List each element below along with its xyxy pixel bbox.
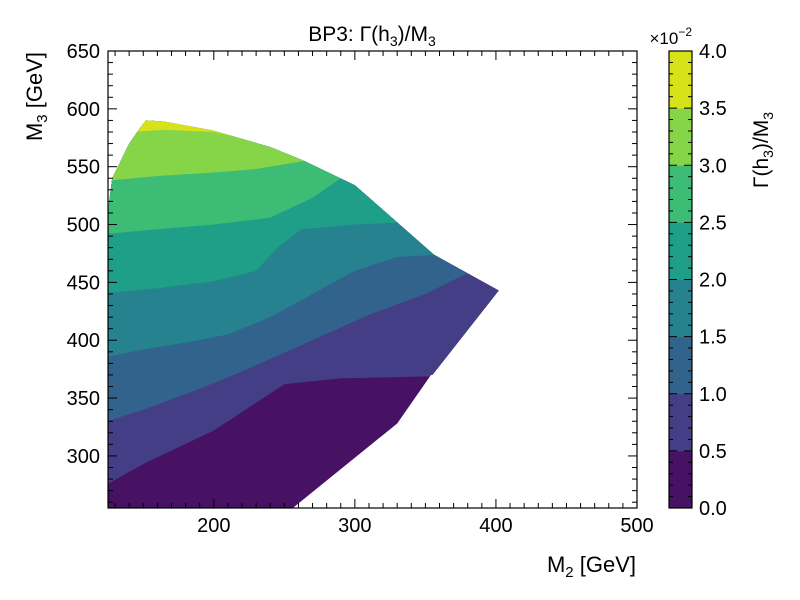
- y-tick-labels: 300 350 400 450 500 550 600 650: [67, 41, 100, 468]
- colorbar-band: [669, 450, 692, 509]
- colorbar-tick-labels: 0.0 0.5 1.0 1.5 2.0 2.5 3.0 3.5 4.0: [699, 41, 727, 520]
- chart-title: BP3: Γ(h3)/M3: [308, 23, 436, 49]
- colorbar-ticks: [669, 50, 692, 509]
- contour-band-5: [108, 120, 499, 234]
- colorbar-tick-label: 1.0: [699, 384, 727, 406]
- y-tick-label: 650: [67, 41, 100, 63]
- y-axis-label: M3 [GeV]: [22, 52, 51, 141]
- y-tick-label: 550: [67, 157, 100, 179]
- colorbar-tick-label: 3.5: [699, 98, 727, 120]
- colorbar-band: [669, 108, 692, 166]
- y-tick-label: 500: [67, 215, 100, 237]
- colorbar-band: [669, 222, 692, 280]
- colorbar-band: [669, 279, 692, 338]
- x-tick-labels: 200 300 400 500: [197, 515, 654, 537]
- y-tick-label: 350: [67, 388, 100, 410]
- colorbar-tick-label: 4.0: [699, 41, 727, 63]
- colorbar-band: [669, 165, 692, 223]
- plot-frame: [107, 50, 638, 509]
- colorbar: [669, 51, 692, 509]
- y-tick-label: 450: [67, 272, 100, 294]
- x-tick-label: 300: [338, 515, 371, 537]
- x-tick-label: 500: [620, 515, 653, 537]
- colorbar-tick-label: 3.0: [699, 155, 727, 177]
- x-tick-label: 200: [197, 515, 230, 537]
- colorbar-band: [669, 393, 692, 452]
- y-tick-label: 400: [67, 330, 100, 352]
- axis-ticks: [108, 50, 638, 508]
- colorbar-band: [669, 336, 692, 395]
- colorbar-tick-label: 2.5: [699, 212, 727, 234]
- x-tick-label: 400: [479, 515, 512, 537]
- colorbar-multiplier: ×10−2: [649, 25, 692, 48]
- colorbar-label: Γ(h3)/M3: [750, 112, 776, 188]
- y-tick-label: 600: [67, 99, 100, 121]
- colorbar-tick-label: 1.5: [699, 327, 727, 349]
- contour-fills: [108, 120, 499, 508]
- x-axis-label: M2 [GeV]: [547, 552, 636, 581]
- y-tick-label: 300: [67, 446, 100, 468]
- contour-band-6: [108, 120, 499, 181]
- colorbar-tick-label: 0.0: [699, 498, 727, 520]
- colorbar-band: [669, 51, 692, 109]
- colorbar-tick-label: 0.5: [699, 441, 727, 463]
- colorbar-tick-label: 2.0: [699, 270, 727, 292]
